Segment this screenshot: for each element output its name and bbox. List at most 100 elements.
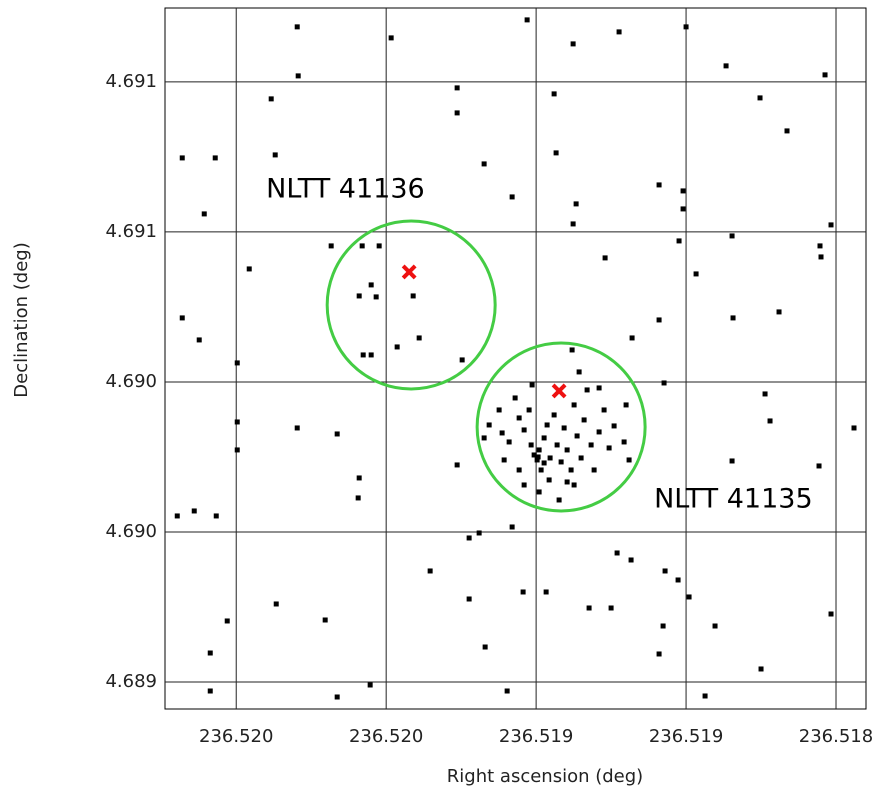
point [296, 73, 301, 78]
point [357, 475, 362, 480]
point [175, 513, 180, 518]
point [295, 425, 300, 430]
point [630, 335, 635, 340]
y-tick-label: 4.691 [105, 71, 157, 92]
chart: Right ascension (deg) Declination (deg) … [0, 0, 879, 794]
x-tick-label: 236.519 [649, 726, 723, 747]
target-label: NLTT 41135 [654, 483, 813, 514]
point [295, 24, 300, 29]
point [467, 535, 472, 540]
point [555, 442, 560, 447]
point [530, 382, 535, 387]
point [612, 423, 617, 428]
x-tick-label: 236.520 [349, 726, 423, 747]
point [542, 435, 547, 440]
point [522, 427, 527, 432]
x-tick-label: 236.518 [799, 726, 873, 747]
point [759, 666, 764, 671]
point [571, 41, 576, 46]
point [662, 380, 667, 385]
point [829, 611, 834, 616]
point [542, 460, 547, 465]
point [482, 161, 487, 166]
y-tick-label: 4.690 [105, 521, 157, 542]
point [395, 344, 400, 349]
point [536, 454, 541, 459]
point [522, 482, 527, 487]
point [570, 347, 575, 352]
point [713, 623, 718, 628]
point [455, 85, 460, 90]
point [554, 150, 559, 155]
point [356, 495, 361, 500]
point [369, 282, 374, 287]
point [657, 317, 662, 322]
y-tick-label: 4.689 [105, 671, 157, 692]
point [510, 194, 515, 199]
point [629, 557, 634, 562]
point [684, 24, 689, 29]
point [823, 72, 828, 77]
point [482, 435, 487, 440]
point [730, 233, 735, 238]
point [602, 407, 607, 412]
y-tick-label: 4.690 [105, 371, 157, 392]
point [527, 407, 532, 412]
point [622, 439, 627, 444]
point [597, 429, 602, 434]
point [585, 387, 590, 392]
target-label: NLTT 41136 [266, 173, 425, 204]
point [361, 352, 366, 357]
point [235, 447, 240, 452]
point [411, 293, 416, 298]
point [552, 412, 557, 417]
point [510, 524, 515, 529]
point [597, 385, 602, 390]
point [197, 337, 202, 342]
point [547, 477, 552, 482]
point [758, 95, 763, 100]
point [624, 402, 629, 407]
point [368, 682, 373, 687]
point [323, 617, 328, 622]
point [214, 513, 219, 518]
point [687, 594, 692, 599]
point [487, 422, 492, 427]
point [852, 425, 857, 430]
point [615, 550, 620, 555]
point [763, 391, 768, 396]
point [703, 693, 708, 698]
point [572, 482, 577, 487]
point [467, 596, 472, 601]
point [609, 605, 614, 610]
point [777, 309, 782, 314]
point [562, 425, 567, 430]
point [269, 96, 274, 101]
point [545, 422, 550, 427]
point [582, 417, 587, 422]
point [574, 201, 579, 206]
point [592, 467, 597, 472]
point [517, 415, 522, 420]
point [571, 221, 576, 226]
point [676, 577, 681, 582]
point [537, 489, 542, 494]
point [818, 243, 823, 248]
point [537, 447, 542, 452]
point [657, 651, 662, 656]
point [548, 455, 553, 460]
point [274, 601, 279, 606]
plot-area [165, 8, 866, 709]
x-tick-label: 236.520 [199, 726, 273, 747]
point [569, 467, 574, 472]
point [505, 688, 510, 693]
point [677, 238, 682, 243]
point [335, 431, 340, 436]
point [521, 589, 526, 594]
point [460, 357, 465, 362]
point [502, 457, 507, 462]
point [500, 430, 505, 435]
point [572, 402, 577, 407]
point [681, 206, 686, 211]
point [235, 360, 240, 365]
